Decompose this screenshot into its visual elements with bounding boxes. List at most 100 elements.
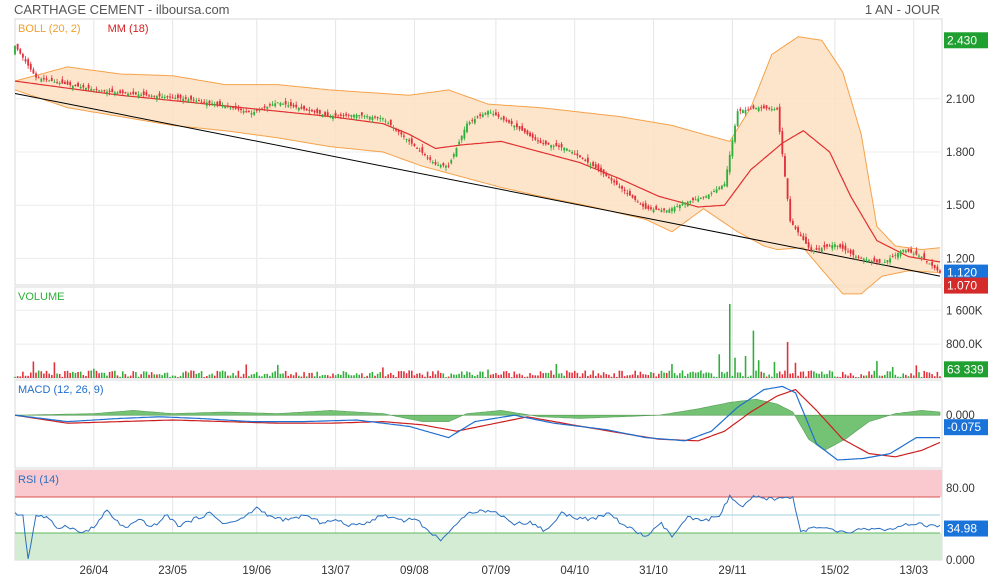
volume-bar <box>828 370 831 378</box>
candle-body <box>726 169 729 187</box>
volume-bar <box>771 376 773 378</box>
candle-body <box>24 59 27 62</box>
volume-bar <box>660 370 663 378</box>
candle-body <box>155 96 158 99</box>
legend-label: MM (18) <box>108 23 149 35</box>
volume-bar <box>169 376 171 378</box>
value-badge-label: -0.075 <box>947 420 981 434</box>
candle-body <box>121 90 124 94</box>
volume-bar <box>697 372 700 378</box>
candle-body <box>497 114 500 117</box>
volume-bar <box>897 376 899 378</box>
volume-bar <box>253 373 255 378</box>
volume-bar <box>392 375 395 378</box>
candle-body <box>812 250 815 252</box>
volume-bar <box>387 374 389 378</box>
period-selector[interactable]: 1 AN - JOUR <box>864 2 940 17</box>
candle-body <box>82 85 85 88</box>
volume-bar <box>750 375 752 378</box>
candle-body <box>421 147 424 153</box>
volume-bar <box>495 373 497 378</box>
volume-bar <box>894 374 897 378</box>
volume-bar <box>700 370 702 378</box>
candle-body <box>100 90 103 92</box>
value-badge <box>944 419 988 436</box>
volume-bar <box>484 376 487 378</box>
candle-body <box>77 82 79 87</box>
candle-body <box>749 108 752 110</box>
candle-body <box>113 92 116 94</box>
candle-body <box>237 107 240 110</box>
trendline <box>14 92 941 277</box>
candle-body <box>61 79 64 84</box>
candle-body <box>847 251 849 253</box>
candle-body <box>686 201 689 207</box>
volume-bar <box>74 372 77 378</box>
volume-bar <box>203 377 205 378</box>
candle-body <box>395 129 397 131</box>
x-axis-date-label: 15/02 <box>820 565 849 577</box>
candle-body <box>447 165 450 167</box>
volume-bar <box>799 371 802 378</box>
candle-body <box>689 200 692 203</box>
volume-bar <box>384 376 387 378</box>
volume-bar <box>474 376 476 378</box>
candle-body <box>166 96 169 98</box>
volume-bar <box>576 372 579 378</box>
candle-body <box>434 161 437 165</box>
candle-body <box>489 112 492 114</box>
candle-body <box>466 123 468 133</box>
volume-bar <box>752 330 755 378</box>
y-axis-tick-label: 0.000 <box>946 555 975 567</box>
volume-bar <box>805 376 807 378</box>
volume-bar <box>245 364 248 378</box>
volume-bar <box>679 373 681 378</box>
candle-body <box>854 256 857 258</box>
candle-body <box>179 94 182 99</box>
candle-body <box>510 120 513 124</box>
candle-body <box>74 84 77 87</box>
candle-body <box>219 101 221 105</box>
volume-bar <box>489 374 492 378</box>
volume-bar <box>418 373 421 378</box>
candle-body <box>177 94 179 99</box>
volume-bar <box>200 371 203 378</box>
panel-frame <box>14 379 943 469</box>
volume-bar <box>744 355 747 378</box>
volume-bar <box>763 372 765 378</box>
candle-body <box>560 143 563 148</box>
candle-body <box>523 128 526 133</box>
volume-bar <box>261 376 263 378</box>
volume-bar <box>865 375 868 378</box>
volume-bar <box>531 375 534 378</box>
candle-body <box>650 207 652 210</box>
volume-bar <box>227 375 229 378</box>
volume-bar <box>450 373 453 378</box>
volume-bar <box>358 374 361 378</box>
volume-bar <box>455 374 458 378</box>
value-badge <box>944 361 988 378</box>
volume-bar <box>705 372 707 378</box>
candle-body <box>403 135 405 137</box>
volume-bar <box>718 354 721 378</box>
volume-bar <box>802 371 805 378</box>
value-badge <box>944 520 988 537</box>
candle-body <box>379 117 382 119</box>
volume-bar <box>579 376 581 378</box>
candle-body <box>718 187 721 190</box>
candle-body <box>198 100 200 102</box>
x-axis-date-label: 23/05 <box>158 565 187 577</box>
volume-bar <box>22 371 24 378</box>
volume-bar <box>164 372 166 378</box>
candle-body <box>85 87 87 90</box>
volume-bar <box>860 374 862 378</box>
candle-body <box>42 78 45 80</box>
volume-bar <box>405 373 408 378</box>
volume-bar <box>665 372 668 378</box>
candle-body <box>345 113 348 116</box>
candle-body <box>308 109 311 111</box>
candle-body <box>836 245 839 247</box>
volume-bar <box>676 375 679 378</box>
